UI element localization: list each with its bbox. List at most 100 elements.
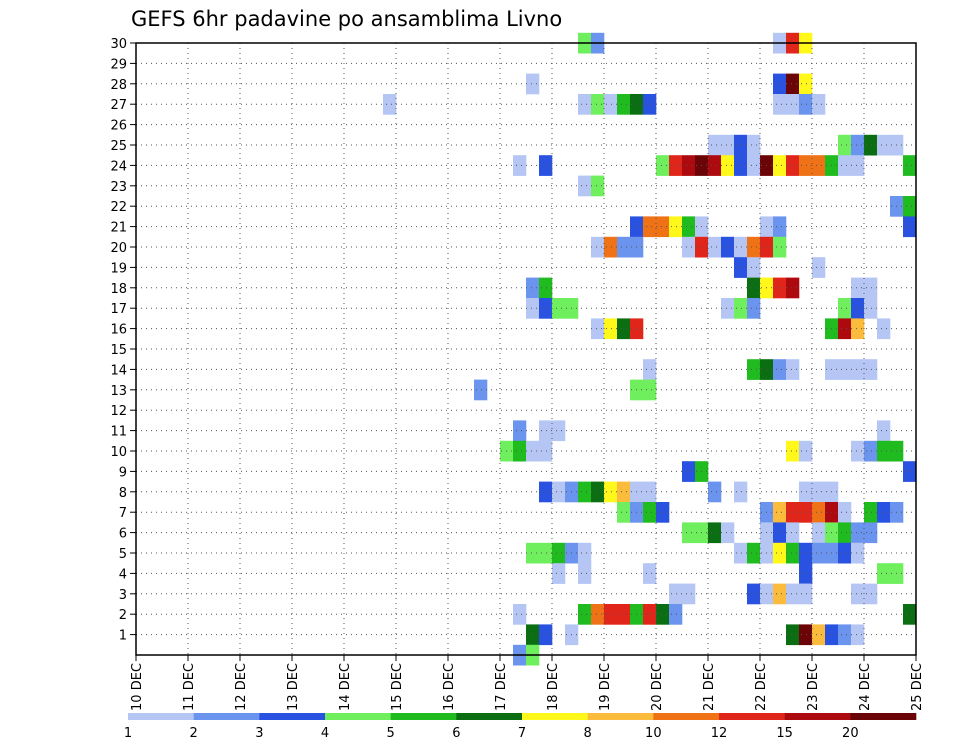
heatmap-cell bbox=[786, 440, 800, 462]
heatmap-cell bbox=[877, 440, 891, 462]
heatmap-cell bbox=[747, 257, 761, 278]
heatmap-cell bbox=[786, 522, 800, 544]
heatmap-cell bbox=[799, 440, 813, 462]
colorbar-label: 1 bbox=[124, 726, 132, 741]
heatmap-cell bbox=[578, 481, 592, 503]
heatmap-cell bbox=[513, 155, 527, 176]
heatmap-cell bbox=[474, 379, 488, 401]
heatmap-cell bbox=[591, 604, 605, 625]
heatmap-cell bbox=[552, 563, 566, 584]
colorbar-label: 6 bbox=[452, 726, 460, 741]
heatmap-cell bbox=[734, 236, 748, 258]
colorbar-swatch bbox=[128, 713, 194, 720]
heatmap-cell bbox=[539, 298, 553, 319]
heatmap-cell bbox=[773, 583, 787, 605]
heatmap-cell bbox=[903, 196, 917, 217]
heatmap-cell bbox=[851, 298, 865, 319]
heatmap-cell bbox=[773, 502, 787, 523]
heatmap-cell bbox=[864, 440, 878, 462]
heatmap-cell bbox=[773, 155, 787, 176]
heatmap-cell bbox=[838, 502, 852, 523]
heatmap-cell bbox=[526, 277, 540, 299]
heatmap-cell bbox=[799, 583, 813, 605]
heatmap-cell bbox=[799, 481, 813, 503]
heatmap-cell bbox=[864, 134, 878, 156]
y-tick-label: 30 bbox=[110, 37, 127, 52]
heatmap-cell bbox=[812, 94, 826, 115]
colorbar-label: 4 bbox=[321, 726, 329, 741]
heatmap-cell bbox=[851, 583, 865, 605]
colorbar-swatch bbox=[719, 713, 785, 720]
heatmap-cell bbox=[708, 134, 722, 156]
heatmap-cell bbox=[617, 481, 631, 503]
heatmap-cell bbox=[604, 481, 618, 503]
heatmap-cell bbox=[539, 420, 553, 442]
heatmap-cell bbox=[838, 522, 852, 544]
heatmap-cell bbox=[851, 522, 865, 544]
y-tick-label: 3 bbox=[119, 588, 127, 603]
heatmap-cell bbox=[708, 522, 722, 544]
colorbar-swatch bbox=[850, 713, 917, 720]
y-tick-label: 25 bbox=[110, 139, 127, 154]
heatmap-cell bbox=[877, 420, 891, 442]
heatmap-cell bbox=[903, 461, 917, 482]
y-tick-label: 16 bbox=[110, 323, 127, 338]
y-tick-label: 11 bbox=[110, 425, 127, 440]
colorbar-swatch bbox=[653, 713, 720, 720]
heatmap-cell bbox=[773, 73, 787, 95]
y-tick-label: 2 bbox=[119, 608, 127, 623]
heatmap-cell bbox=[851, 542, 865, 564]
heatmap-cell bbox=[708, 236, 722, 258]
heatmap-cell bbox=[773, 94, 787, 115]
heatmap-cell bbox=[578, 94, 592, 115]
heatmap-cell bbox=[591, 236, 605, 258]
heatmap-cell bbox=[747, 583, 761, 605]
x-tick-label: 23 DEC bbox=[806, 663, 821, 711]
heatmap-cell bbox=[604, 94, 618, 115]
y-tick-label: 21 bbox=[110, 221, 127, 236]
heatmap-cell bbox=[643, 604, 657, 625]
heatmap-cell bbox=[799, 73, 813, 95]
x-tick-label: 13 DEC bbox=[286, 663, 301, 711]
heatmap-cell bbox=[864, 277, 878, 299]
heatmap-cell bbox=[539, 624, 553, 646]
x-axis: 10 DEC 11 DEC 12 DEC 13 DEC 14 DEC 15 DEC 16 D… bbox=[130, 655, 925, 711]
heatmap-cell bbox=[682, 522, 696, 544]
heatmap-cell bbox=[682, 461, 696, 482]
heatmap-cell bbox=[877, 563, 891, 584]
heatmap-cell bbox=[591, 481, 605, 503]
x-tick-label: 25 DEC bbox=[910, 663, 925, 711]
heatmap-cell bbox=[864, 502, 878, 523]
y-tick-label: 5 bbox=[119, 547, 127, 562]
colorbar-swatch bbox=[390, 713, 457, 720]
heatmap-cell bbox=[786, 502, 800, 523]
heatmap-cell bbox=[838, 359, 852, 380]
heatmap-cell bbox=[552, 420, 566, 442]
y-tick-label: 22 bbox=[110, 200, 127, 215]
heatmap-cell bbox=[617, 604, 631, 625]
y-tick-label: 10 bbox=[110, 445, 127, 460]
colorbar-label: 10 bbox=[645, 726, 662, 741]
heatmap-cell bbox=[669, 155, 683, 176]
heatmap-cell bbox=[734, 298, 748, 319]
heatmap-cell bbox=[786, 624, 800, 646]
heatmap-cell bbox=[604, 236, 618, 258]
heatmap-cell bbox=[734, 542, 748, 564]
y-tick-label: 15 bbox=[110, 343, 127, 358]
colorbar-label: 2 bbox=[190, 726, 198, 741]
y-axis: 1234567891011121314151617181920212223242… bbox=[110, 37, 136, 644]
heatmap-cell bbox=[617, 236, 631, 258]
x-tick-label: 14 DEC bbox=[338, 663, 353, 711]
heatmap-cell bbox=[643, 563, 657, 584]
heatmap-cell bbox=[851, 359, 865, 380]
heatmap-cell bbox=[838, 318, 852, 340]
heatmap-cell bbox=[747, 359, 761, 380]
y-tick-label: 12 bbox=[110, 404, 127, 419]
heatmap-cell bbox=[669, 583, 683, 605]
heatmap-cell bbox=[864, 298, 878, 319]
heatmap-cell bbox=[812, 502, 826, 523]
heatmap-cell bbox=[799, 94, 813, 115]
heatmap-cell bbox=[526, 624, 540, 646]
heatmap-cell bbox=[721, 298, 735, 319]
heatmap-cell bbox=[851, 277, 865, 299]
